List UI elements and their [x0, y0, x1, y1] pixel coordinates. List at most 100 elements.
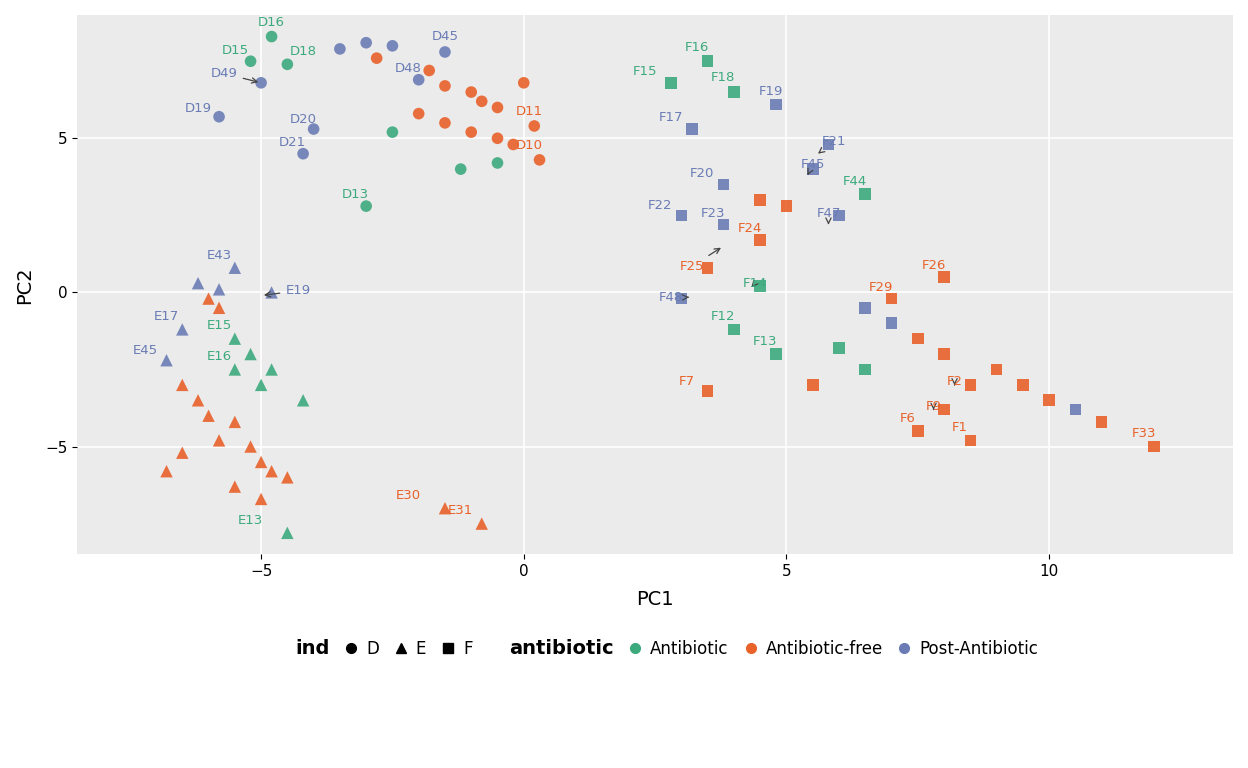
- Point: [156, 354, 176, 366]
- Point: [251, 493, 271, 505]
- Point: [488, 157, 508, 169]
- Point: [172, 379, 192, 391]
- Point: [277, 527, 297, 539]
- Text: D48: D48: [394, 62, 422, 75]
- Text: E31: E31: [448, 505, 473, 518]
- Point: [303, 123, 323, 135]
- Text: F2: F2: [946, 376, 962, 389]
- Point: [251, 379, 271, 391]
- Text: D13: D13: [342, 188, 369, 201]
- Text: D19: D19: [185, 102, 212, 115]
- Point: [961, 379, 981, 391]
- Text: F23: F23: [700, 207, 725, 220]
- Point: [419, 65, 439, 77]
- Text: E43: E43: [206, 249, 232, 262]
- Point: [907, 425, 927, 437]
- Legend: ind, D, E, F, antibiotic, Antibiotic, Antibiotic-free, Post-Antibiotic: ind, D, E, F, antibiotic, Antibiotic, An…: [266, 632, 1045, 665]
- Point: [524, 120, 544, 132]
- Point: [462, 86, 482, 98]
- Point: [987, 363, 1007, 376]
- Point: [277, 472, 297, 484]
- Point: [210, 111, 230, 123]
- Point: [488, 101, 508, 114]
- Point: [262, 286, 282, 299]
- Text: F26: F26: [921, 260, 946, 273]
- Point: [671, 293, 691, 305]
- Text: F24: F24: [738, 223, 761, 236]
- Point: [750, 234, 770, 247]
- Point: [436, 502, 456, 515]
- Point: [436, 117, 456, 129]
- Text: E13: E13: [238, 514, 263, 527]
- Text: D10: D10: [515, 139, 543, 152]
- Point: [172, 323, 192, 336]
- Point: [661, 77, 681, 89]
- Point: [241, 440, 261, 452]
- Point: [934, 348, 953, 360]
- Text: E15: E15: [206, 319, 232, 333]
- Point: [855, 363, 875, 376]
- Point: [241, 55, 261, 68]
- Point: [188, 277, 208, 290]
- Point: [436, 80, 456, 92]
- Point: [1013, 379, 1033, 391]
- Text: F48: F48: [659, 292, 689, 304]
- Point: [881, 317, 901, 329]
- Point: [408, 108, 428, 120]
- Point: [293, 394, 313, 406]
- Text: F29: F29: [869, 281, 894, 294]
- Point: [198, 409, 218, 422]
- Point: [907, 333, 927, 345]
- Text: F18: F18: [711, 71, 735, 84]
- Text: E17: E17: [154, 310, 180, 323]
- Text: D21: D21: [280, 136, 306, 149]
- Point: [436, 46, 456, 58]
- Text: F44: F44: [842, 174, 867, 187]
- Text: F21: F21: [819, 135, 846, 153]
- Point: [802, 379, 822, 391]
- Point: [210, 302, 230, 314]
- Point: [750, 280, 770, 293]
- Point: [724, 323, 744, 336]
- Point: [382, 126, 402, 138]
- Text: D45: D45: [432, 30, 458, 43]
- Text: E16: E16: [206, 350, 232, 363]
- Point: [698, 385, 718, 397]
- X-axis label: PC1: PC1: [636, 591, 674, 609]
- Text: F12: F12: [711, 310, 735, 323]
- Point: [855, 302, 875, 314]
- Text: D20: D20: [290, 113, 317, 126]
- Point: [241, 348, 261, 360]
- Point: [472, 518, 492, 530]
- Text: F16: F16: [685, 41, 709, 54]
- Point: [802, 163, 822, 175]
- Y-axis label: PC2: PC2: [15, 266, 34, 303]
- Point: [188, 394, 208, 406]
- Point: [671, 209, 691, 221]
- Point: [225, 481, 245, 493]
- Point: [934, 271, 953, 283]
- Text: E30: E30: [396, 489, 421, 502]
- Point: [210, 434, 230, 446]
- Point: [356, 200, 376, 212]
- Point: [356, 37, 376, 49]
- Point: [714, 218, 734, 230]
- Point: [750, 194, 770, 206]
- Text: F25: F25: [680, 248, 720, 273]
- Point: [225, 415, 245, 428]
- Point: [156, 465, 176, 478]
- Text: D49: D49: [211, 67, 257, 83]
- Text: D11: D11: [515, 105, 543, 118]
- Point: [172, 446, 192, 458]
- Point: [766, 348, 786, 360]
- Text: F1: F1: [952, 421, 967, 434]
- Point: [681, 123, 701, 135]
- Point: [225, 262, 245, 274]
- Point: [961, 434, 981, 446]
- Text: F13: F13: [754, 335, 778, 348]
- Point: [262, 31, 282, 43]
- Point: [462, 126, 482, 138]
- Point: [1092, 415, 1112, 428]
- Text: D18: D18: [290, 45, 317, 58]
- Point: [724, 86, 744, 98]
